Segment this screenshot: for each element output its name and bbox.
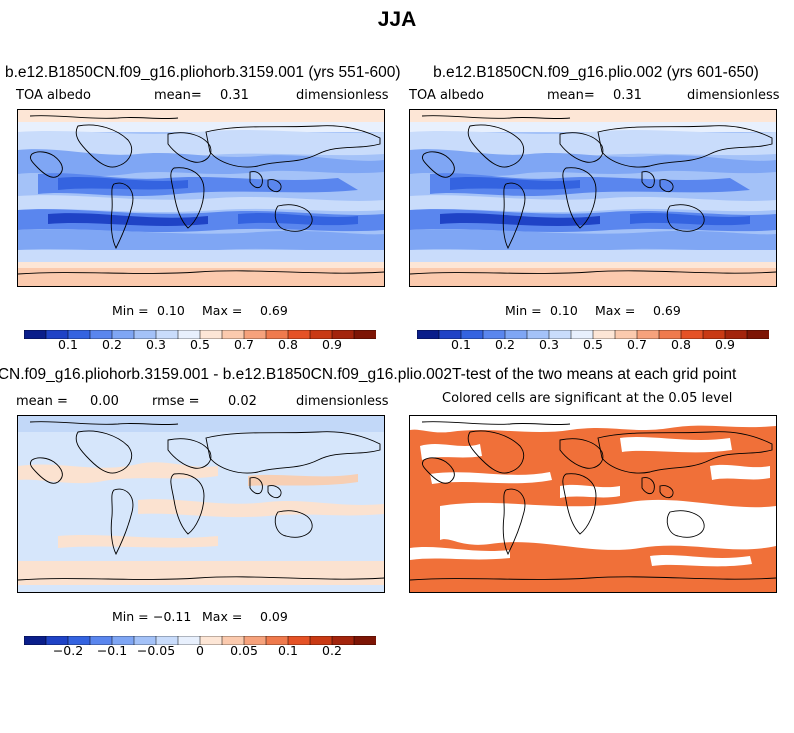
cbar3-tick: −0.05 — [136, 643, 176, 658]
panel3-colorbar-ticks: −0.2 −0.1 −0.05 0 0.05 0.1 0.2 — [24, 643, 376, 659]
panel2-max-label: Max = — [595, 303, 636, 318]
panel2-colorbar — [416, 326, 770, 340]
panel2-map — [409, 109, 777, 287]
panel2-mean-label: mean= — [547, 88, 595, 103]
panel3-units: dimensionless — [296, 394, 389, 409]
cbar1-tick: 0.3 — [146, 337, 166, 352]
panel3-map — [17, 415, 385, 593]
cbar2-tick: 0.3 — [539, 337, 559, 352]
panel3-mean-value: 0.00 — [90, 394, 119, 409]
cbar3-tick: −0.2 — [52, 643, 84, 658]
panel3-min-label: Min = — [112, 609, 149, 624]
panel1-title: b.e12.B1850CN.f09_g16.pliohorb.3159.001 … — [5, 64, 401, 81]
cbar3-tick: 0 — [196, 643, 204, 658]
panel1-colorbar-ticks: 0.1 0.2 0.3 0.5 0.7 0.8 0.9 — [24, 337, 376, 353]
cbar2-tick: 0.7 — [627, 337, 647, 352]
panel3-max-label: Max = — [202, 609, 243, 624]
panel2-colorbar-ticks: 0.1 0.2 0.3 0.5 0.7 0.8 0.9 — [417, 337, 769, 353]
cbar3-tick: −0.1 — [96, 643, 128, 658]
cbar2-tick: 0.9 — [715, 337, 735, 352]
panel1-colorbar — [23, 326, 377, 340]
panel1-max-value: 0.69 — [260, 303, 288, 318]
figure-title: JJA — [377, 8, 417, 31]
panel2-map-svg — [410, 110, 776, 286]
panel3-rmse-value: 0.02 — [228, 394, 257, 409]
cbar1-tick: 0.5 — [190, 337, 210, 352]
panel4-title: T-test of the two means at each grid poi… — [452, 366, 737, 383]
cbar3-tick: 0.2 — [322, 643, 342, 658]
cbar1-tick: 0.8 — [278, 337, 298, 352]
panel2-mean-value: 0.31 — [613, 88, 642, 103]
panel1-min-label: Min = — [112, 303, 149, 318]
panel3-rmse-label: rmse = — [152, 394, 200, 409]
panel1-mean-label: mean= — [154, 88, 202, 103]
panel3-mean-label: mean = — [16, 394, 68, 409]
panel2-max-value: 0.69 — [653, 303, 681, 318]
panel1-mean-value: 0.31 — [220, 88, 249, 103]
panel2-min-value: 0.10 — [550, 303, 578, 318]
cbar2-tick: 0.2 — [495, 337, 515, 352]
colorbar-svg — [416, 329, 770, 340]
panel2-var-label: TOA albedo — [409, 88, 485, 103]
panel1-var-label: TOA albedo — [16, 88, 92, 103]
panel2-title: b.e12.B1850CN.f09_g16.plio.002 (yrs 601-… — [433, 64, 759, 81]
cbar3-tick: 0.05 — [230, 643, 258, 658]
panel3-colorbar — [23, 632, 377, 646]
panel2-min-label: Min = — [505, 303, 542, 318]
colorbar-svg — [23, 329, 377, 340]
cbar2-tick: 0.5 — [583, 337, 603, 352]
panel3-title-clip: b.e12.B1850CN.f09_g16.pliohorb.3159.001 … — [0, 366, 452, 384]
cbar2-tick: 0.1 — [451, 337, 471, 352]
cbar1-tick: 0.9 — [322, 337, 342, 352]
cbar1-tick: 0.1 — [58, 337, 78, 352]
panel1-max-label: Max = — [202, 303, 243, 318]
panel3-min-value: −0.11 — [153, 609, 192, 624]
panel3-map-svg — [18, 416, 384, 592]
panel1-min-value: 0.10 — [157, 303, 185, 318]
cbar1-tick: 0.7 — [234, 337, 254, 352]
cbar2-tick: 0.8 — [671, 337, 691, 352]
panel1-units: dimensionless — [296, 88, 389, 103]
panel1-map — [17, 109, 385, 287]
panel2-units: dimensionless — [687, 88, 780, 103]
panel3-max-value: 0.09 — [260, 609, 288, 624]
panel4-map — [409, 415, 777, 593]
panel3-title: b.e12.B1850CN.f09_g16.pliohorb.3159.001 … — [0, 366, 452, 383]
cbar3-tick: 0.1 — [278, 643, 298, 658]
cbar1-tick: 0.2 — [102, 337, 122, 352]
panel4-map-svg — [410, 416, 776, 592]
panel1-map-svg — [18, 110, 384, 286]
panel4-subtitle: Colored cells are significant at the 0.0… — [442, 391, 733, 406]
